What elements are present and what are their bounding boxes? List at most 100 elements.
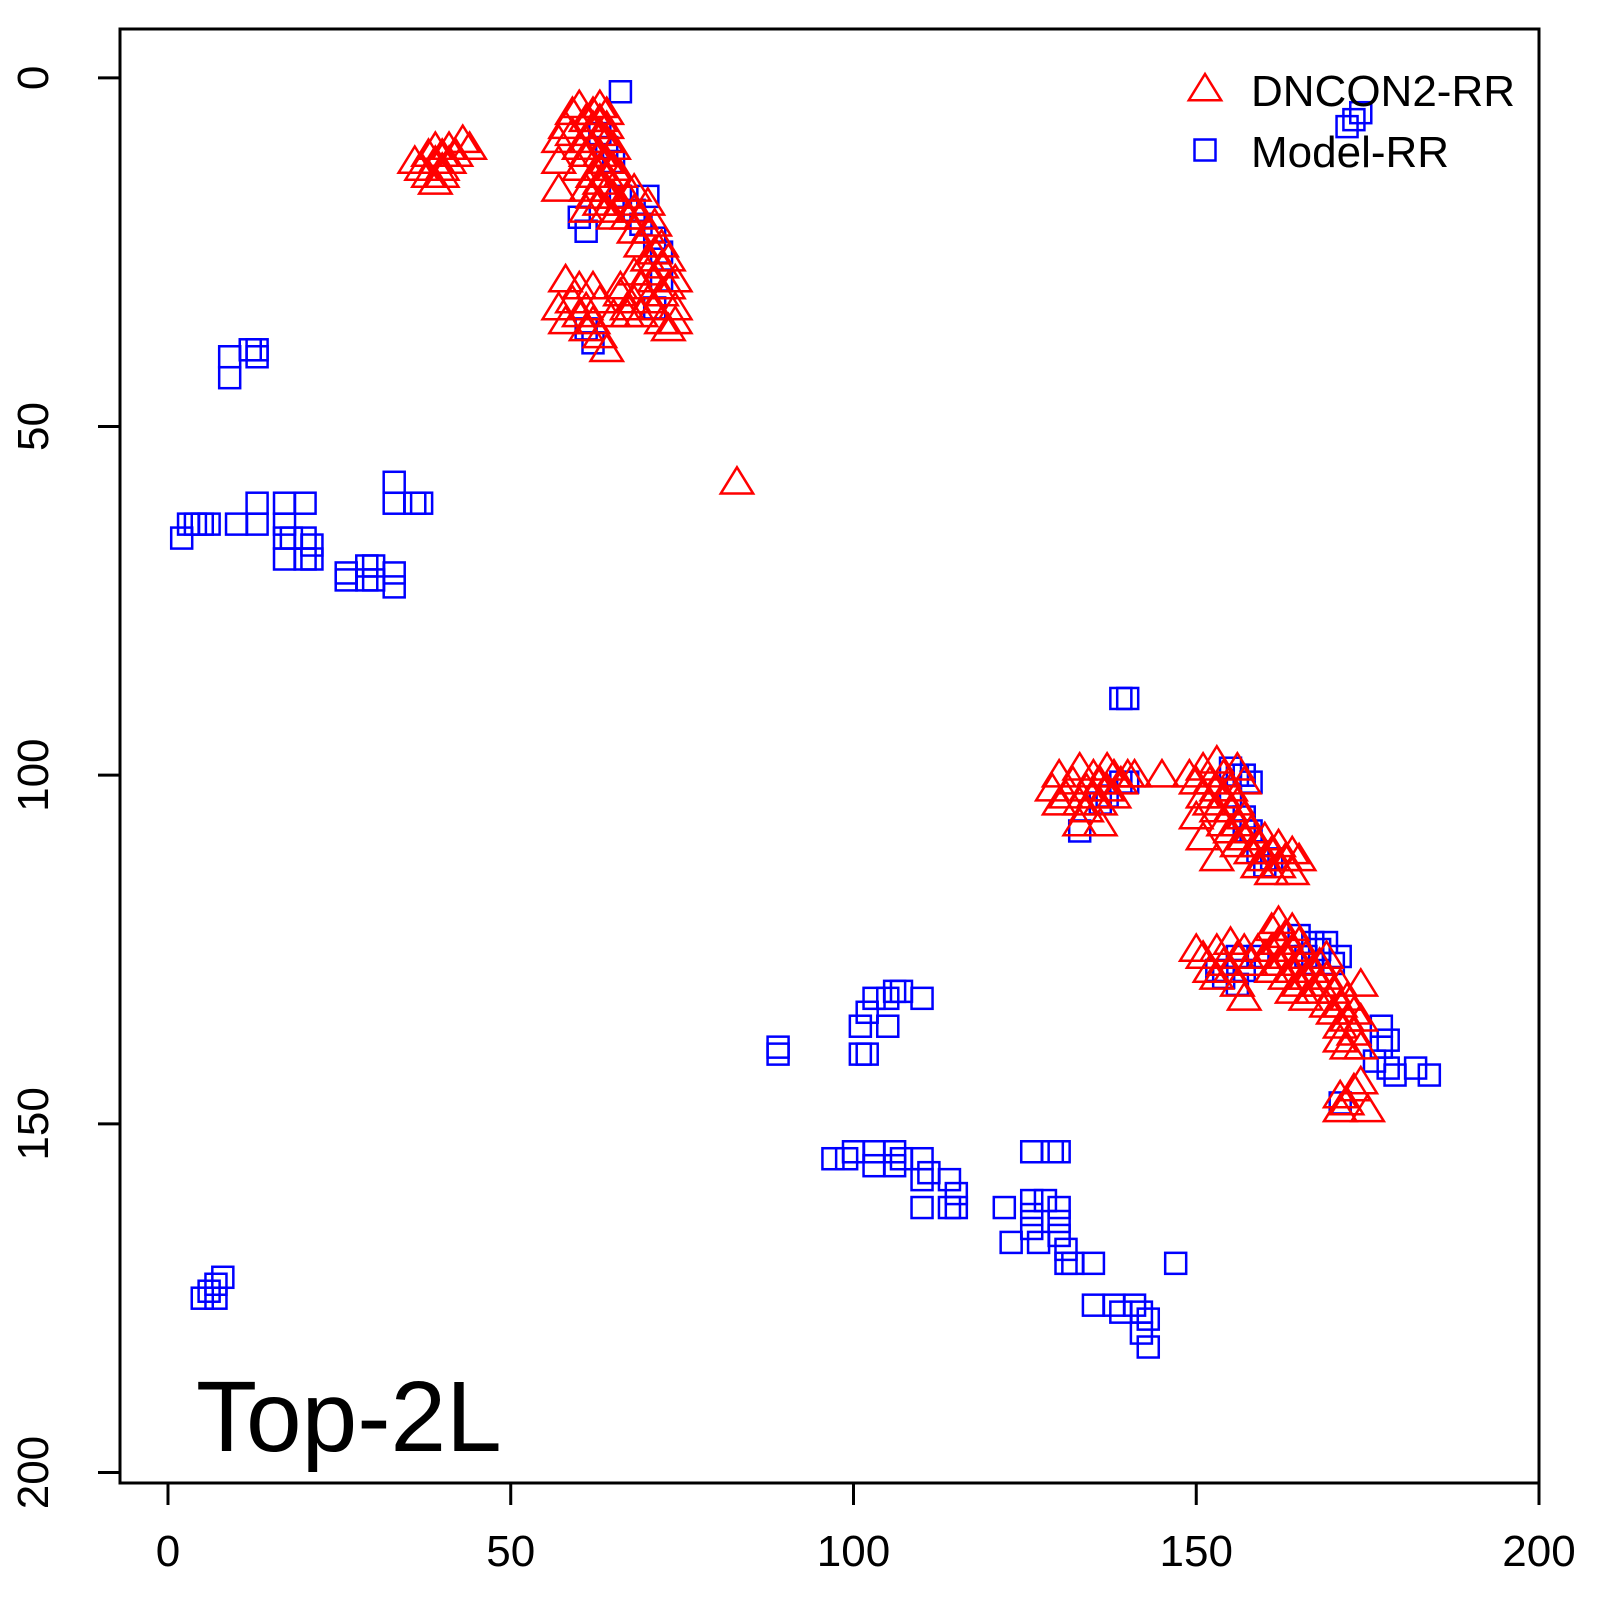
triangle-marker <box>1061 806 1099 837</box>
square-marker <box>272 512 297 536</box>
triangle-marker <box>1321 1022 1359 1053</box>
square-marker <box>334 561 358 585</box>
legend-triangle-icon <box>1186 71 1224 102</box>
triangle-marker <box>718 464 756 495</box>
triangle-marker <box>430 130 468 161</box>
square-marker <box>944 1181 969 1206</box>
square-marker <box>1136 1307 1161 1331</box>
y-axis: 0 50 100 150 200 <box>9 66 122 1509</box>
square-marker <box>574 219 598 243</box>
triangle-marker <box>1088 750 1126 781</box>
y-tick-label: 200 <box>9 1436 58 1509</box>
triangle-marker <box>1061 750 1099 781</box>
triangle-marker <box>1177 799 1215 830</box>
triangle-marker <box>649 311 687 342</box>
triangle-marker <box>567 311 605 342</box>
square-marker <box>1047 1223 1071 1248</box>
square-marker <box>245 491 269 515</box>
y-tick-label: 50 <box>9 402 58 451</box>
square-marker <box>1109 1300 1133 1324</box>
triangle-marker <box>1191 764 1229 795</box>
square-marker <box>1129 1321 1154 1345</box>
square-marker <box>1115 686 1140 711</box>
square-marker <box>211 1265 235 1290</box>
square-marker <box>937 1167 962 1192</box>
triangle-marker <box>1143 757 1181 788</box>
plot-frame <box>118 27 1541 1485</box>
square-marker <box>910 1195 934 1220</box>
legend: DNCON2-RR Model-RR <box>1186 67 1515 177</box>
triangle-marker <box>595 130 633 161</box>
square-marker <box>1047 1195 1071 1220</box>
triangle-marker <box>1342 1064 1380 1095</box>
triangle-marker <box>615 192 653 223</box>
square-marker <box>766 1042 790 1066</box>
square-marker <box>238 338 262 362</box>
square-marker <box>1026 1230 1051 1255</box>
square-marker <box>293 491 317 515</box>
square-marker <box>197 512 221 536</box>
triangle-marker <box>1191 953 1229 983</box>
square-marker <box>1383 1063 1407 1087</box>
triangle-marker <box>1225 980 1263 1011</box>
square-marker <box>1362 1049 1387 1073</box>
square-marker <box>1081 1293 1106 1317</box>
legend-label-model-rr: Model-RR <box>1251 128 1449 177</box>
triangle-marker <box>649 269 687 300</box>
triangle-marker <box>1116 757 1153 788</box>
square-marker <box>224 512 249 536</box>
triangle-marker <box>547 262 585 293</box>
square-marker <box>293 547 317 571</box>
square-marker <box>1019 1188 1044 1213</box>
square-marker <box>992 1195 1017 1220</box>
square-marker <box>1417 1063 1442 1087</box>
square-marker <box>862 1140 886 1164</box>
triangle-marker <box>581 116 619 147</box>
square-marker <box>361 568 386 592</box>
triangle-marker <box>540 172 578 202</box>
legend-square-icon <box>1193 138 1217 162</box>
square-marker <box>382 470 406 495</box>
square-marker <box>272 526 297 550</box>
triangle-marker <box>1040 785 1078 816</box>
square-marker <box>1163 1251 1188 1276</box>
square-marker <box>848 1014 873 1038</box>
square-marker <box>1403 1056 1428 1080</box>
square-marker <box>176 512 201 536</box>
triangle-marker <box>588 123 626 154</box>
square-marker <box>245 338 269 362</box>
x-tick-label: 50 <box>486 1527 535 1576</box>
square-marker <box>876 1014 900 1038</box>
square-marker <box>855 1000 879 1025</box>
square-marker <box>272 491 297 515</box>
triangle-marker <box>416 165 454 195</box>
square-marker <box>1054 1237 1078 1262</box>
square-marker <box>821 1146 845 1171</box>
x-axis: 0 50 100 150 200 <box>156 1481 1576 1576</box>
square-marker <box>882 1140 907 1164</box>
square-marker <box>910 986 934 1011</box>
triangle-marker <box>1335 994 1373 1025</box>
triangle-marker <box>410 158 447 188</box>
triangle-marker <box>588 332 626 363</box>
square-marker <box>999 1230 1023 1255</box>
triangle-marker <box>608 290 646 321</box>
square-marker <box>169 526 194 550</box>
square-marker <box>1349 100 1373 125</box>
square-marker <box>1019 1216 1044 1241</box>
square-marker <box>245 345 269 369</box>
square-marker <box>382 491 406 515</box>
x-tick-label: 0 <box>156 1527 180 1576</box>
triangle-marker <box>1177 932 1215 963</box>
triangle-marker <box>1308 939 1345 969</box>
square-marker <box>1102 1293 1126 1317</box>
square-marker <box>183 512 208 536</box>
square-marker <box>608 80 633 104</box>
triangle-marker <box>1342 967 1380 997</box>
data-points <box>169 80 1442 1359</box>
square-marker <box>917 1160 941 1185</box>
x-tick-label: 100 <box>817 1527 890 1576</box>
square-marker <box>876 986 900 1011</box>
square-marker <box>882 1153 907 1178</box>
square-marker <box>409 491 434 515</box>
